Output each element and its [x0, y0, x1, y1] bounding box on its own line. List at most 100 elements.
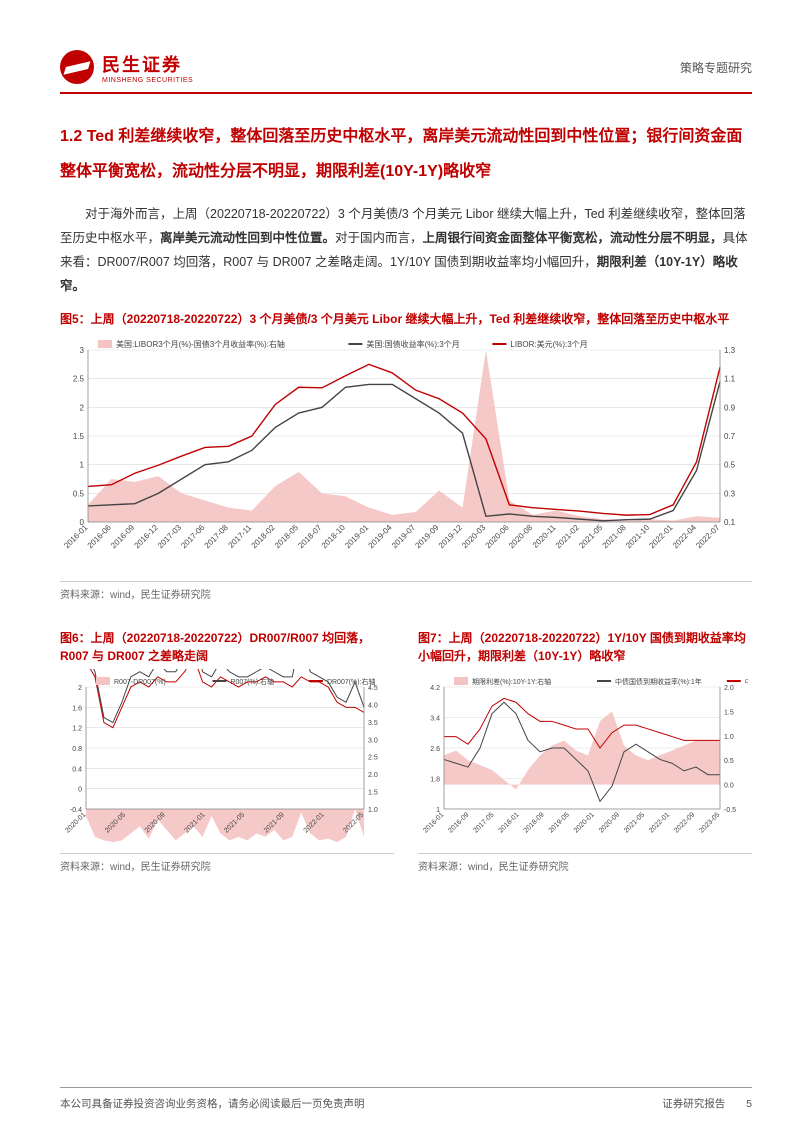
svg-text:3.5: 3.5 — [368, 720, 378, 727]
logo-text-cn: 民生证券 — [102, 51, 193, 77]
svg-text:2018-10: 2018-10 — [320, 523, 348, 551]
svg-text:0.4: 0.4 — [72, 767, 82, 774]
svg-text:2018-09: 2018-09 — [523, 812, 546, 835]
svg-text:美国:国债收益率(%):3个月: 美国:国债收益率(%):3个月 — [366, 339, 459, 349]
svg-text:2021-05: 2021-05 — [577, 523, 605, 551]
svg-text:中债国债到期收益率(%):10年: 中债国债到期收益率(%):10年 — [745, 677, 748, 686]
section-title: 1.2 Ted 利差继续收窄，整体回落至历史中枢水平，离岸美元流动性回到中性位置… — [60, 119, 752, 189]
svg-text:0.1: 0.1 — [724, 518, 736, 527]
svg-text:2018-05: 2018-05 — [273, 523, 301, 551]
svg-text:2020-03: 2020-03 — [460, 523, 488, 551]
svg-text:2019-07: 2019-07 — [390, 523, 418, 551]
logo-icon — [60, 50, 94, 84]
svg-text:2019-09: 2019-09 — [413, 523, 441, 551]
svg-text:0.5: 0.5 — [724, 759, 734, 766]
svg-text:美国:LIBOR3个月(%)-国债3个月收益率(%):右轴: 美国:LIBOR3个月(%)-国债3个月收益率(%):右轴 — [116, 339, 285, 349]
svg-text:2017-03: 2017-03 — [156, 523, 184, 551]
svg-text:2016-01: 2016-01 — [422, 812, 445, 835]
svg-text:1.5: 1.5 — [368, 790, 378, 797]
chart5-svg: 00.511.522.530.10.30.50.70.91.11.32016-0… — [60, 332, 750, 572]
svg-text:4.0: 4.0 — [368, 703, 378, 710]
svg-text:2019-12: 2019-12 — [437, 523, 465, 551]
svg-text:中债国债到期收益率(%):1年: 中债国债到期收益率(%):1年 — [615, 677, 702, 686]
svg-text:2022-01: 2022-01 — [648, 812, 671, 835]
svg-text:DR007(%):右轴: DR007(%):右轴 — [327, 677, 376, 686]
svg-text:2018-02: 2018-02 — [250, 523, 278, 551]
chart5-source: 资料来源：wind，民生证券研究院 — [60, 581, 752, 601]
svg-text:2.6: 2.6 — [430, 746, 440, 753]
svg-text:1.5: 1.5 — [724, 710, 734, 717]
svg-text:3.4: 3.4 — [430, 716, 440, 723]
svg-text:2020-01: 2020-01 — [573, 812, 596, 835]
chart6-source: 资料来源：wind，民生证券研究院 — [60, 853, 394, 873]
footer-right: 证券研究报告 — [662, 1098, 725, 1110]
svg-text:2017-08: 2017-08 — [203, 523, 231, 551]
svg-text:2017-11: 2017-11 — [227, 523, 254, 550]
para-seg-2: 对于国内而言， — [335, 231, 423, 245]
svg-text:2: 2 — [78, 685, 82, 692]
svg-text:2021-08: 2021-08 — [601, 523, 629, 551]
svg-text:2.5: 2.5 — [368, 755, 378, 762]
svg-text:2022-09: 2022-09 — [673, 812, 696, 835]
chart7-svg: 11.82.63.44.2-0.50.00.51.01.52.02016-012… — [418, 669, 748, 844]
svg-text:1.6: 1.6 — [72, 706, 82, 713]
svg-text:2016-06: 2016-06 — [86, 523, 114, 551]
svg-text:LIBOR:美元(%):3个月: LIBOR:美元(%):3个月 — [510, 339, 587, 349]
svg-text:1.8: 1.8 — [430, 777, 440, 784]
svg-text:2016-09: 2016-09 — [109, 523, 137, 551]
svg-text:2.0: 2.0 — [368, 773, 378, 780]
chart7: 11.82.63.44.2-0.50.00.51.01.52.02016-012… — [418, 669, 752, 849]
page-number: 5 — [746, 1098, 752, 1110]
svg-text:4.2: 4.2 — [430, 685, 440, 692]
svg-text:2016-09: 2016-09 — [447, 812, 470, 835]
svg-text:2019-01: 2019-01 — [343, 523, 371, 551]
svg-text:2022-07: 2022-07 — [694, 523, 722, 551]
logo: 民生证券 MINSHENG SECURITIES — [60, 50, 193, 84]
svg-text:2019-04: 2019-04 — [367, 523, 395, 551]
svg-text:2017-06: 2017-06 — [179, 523, 207, 551]
chart6-title: 图6：上周（20220718-20220722）DR007/R007 均回落，R… — [60, 629, 394, 665]
chart6-svg: -0.400.40.81.21.621.01.52.02.53.03.54.04… — [60, 669, 390, 844]
svg-text:2016-12: 2016-12 — [133, 523, 161, 551]
chart6: -0.400.40.81.21.621.01.52.02.53.03.54.04… — [60, 669, 394, 849]
svg-text:R007-DR007(%): R007-DR007(%) — [114, 679, 166, 686]
svg-text:0.5: 0.5 — [73, 490, 85, 499]
svg-text:1.0: 1.0 — [368, 807, 378, 814]
svg-text:2017-05: 2017-05 — [472, 812, 495, 835]
svg-text:0.3: 0.3 — [724, 490, 736, 499]
header-category: 策略专题研究 — [680, 59, 752, 76]
svg-text:2020-06: 2020-06 — [484, 523, 512, 551]
para-seg-1b: 离岸美元流动性回到中性位置。 — [160, 231, 335, 245]
svg-text:0.0: 0.0 — [724, 783, 734, 790]
body-paragraph: 对于海外而言，上周（20220718-20220722）3 个月美债/3 个月美… — [60, 203, 752, 298]
svg-text:3.0: 3.0 — [368, 738, 378, 745]
svg-text:-0.5: -0.5 — [724, 807, 736, 814]
svg-text:1.3: 1.3 — [724, 346, 736, 355]
chart5-title: 图5：上周（20220718-20220722）3 个月美债/3 个月美元 Li… — [60, 310, 752, 328]
svg-text:2020-08: 2020-08 — [507, 523, 535, 551]
svg-text:2019-05: 2019-05 — [548, 812, 571, 835]
svg-text:2022-01: 2022-01 — [647, 523, 675, 551]
svg-text:2021-05: 2021-05 — [623, 812, 646, 835]
svg-text:1.0: 1.0 — [724, 734, 734, 741]
svg-text:2: 2 — [80, 404, 85, 413]
svg-text:2023-05: 2023-05 — [698, 812, 721, 835]
svg-text:2020-09: 2020-09 — [598, 812, 621, 835]
svg-text:2020-11: 2020-11 — [531, 523, 558, 550]
svg-text:1: 1 — [80, 461, 85, 470]
svg-text:R007(%):右轴: R007(%):右轴 — [230, 677, 274, 686]
svg-text:2018-01: 2018-01 — [498, 812, 521, 835]
svg-text:3: 3 — [80, 346, 85, 355]
svg-text:2.0: 2.0 — [724, 685, 734, 692]
svg-text:0.8: 0.8 — [72, 746, 82, 753]
svg-text:2018-07: 2018-07 — [296, 523, 324, 551]
para-seg-2b: 上周银行间资金面整体平衡宽松，流动性分层不明显， — [423, 231, 723, 245]
svg-text:1.5: 1.5 — [73, 432, 85, 441]
footer-left: 本公司具备证券投资咨询业务资格，请务必阅读最后一页免责声明 — [60, 1096, 365, 1111]
svg-text:期限利差(%):10Y-1Y:右轴: 期限利差(%):10Y-1Y:右轴 — [472, 677, 551, 686]
chart7-source: 资料来源：wind，民生证券研究院 — [418, 853, 752, 873]
logo-text-en: MINSHENG SECURITIES — [102, 77, 193, 84]
svg-text:0.7: 0.7 — [724, 432, 736, 441]
svg-text:2021-10: 2021-10 — [624, 523, 652, 551]
page-header: 民生证券 MINSHENG SECURITIES 策略专题研究 — [60, 50, 752, 94]
